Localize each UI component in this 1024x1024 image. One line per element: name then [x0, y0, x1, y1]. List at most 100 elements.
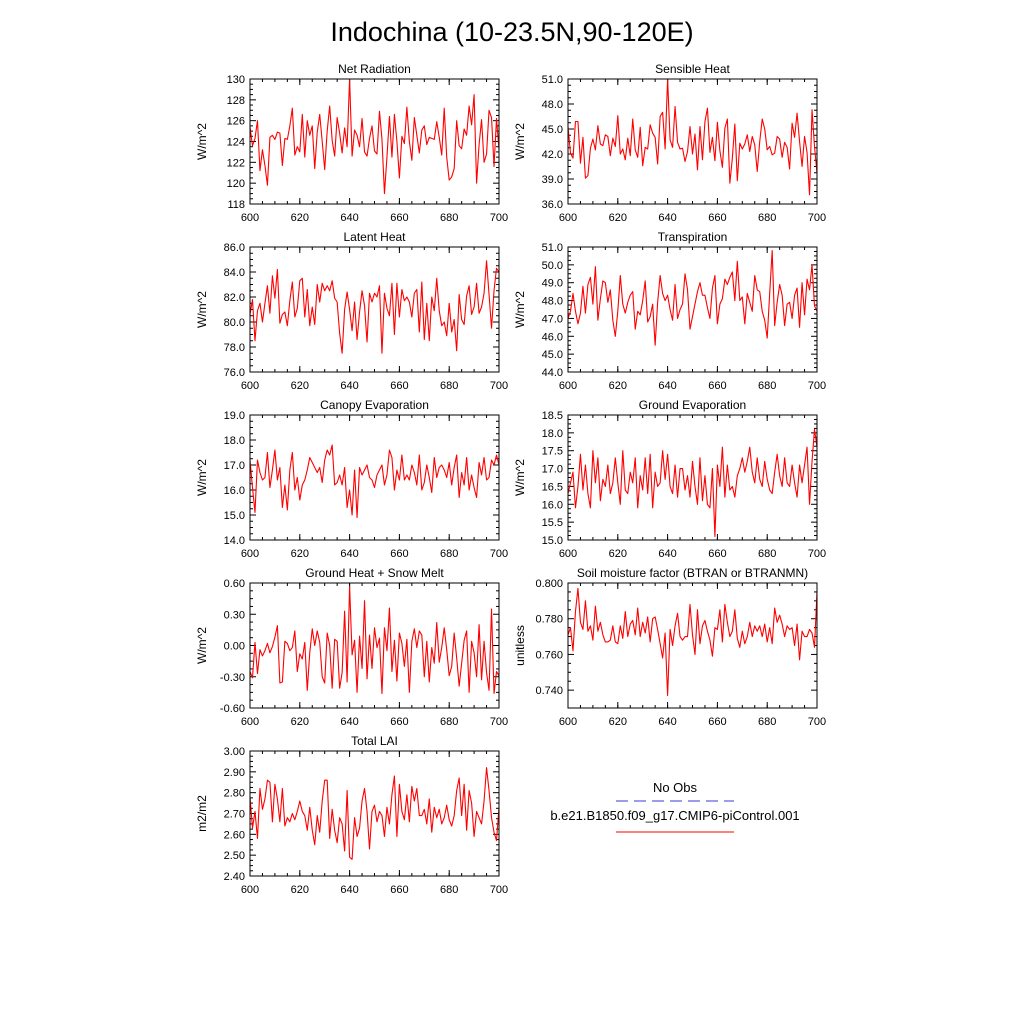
x-tick-label: 700: [490, 548, 508, 560]
panel-title: Net Radiation: [338, 62, 411, 76]
y-axis-label: unitless: [513, 625, 527, 666]
x-tick-label: 660: [708, 548, 726, 560]
panel-title: Canopy Evaporation: [320, 398, 429, 412]
x-tick-label: 620: [291, 716, 309, 728]
y-tick-label: 18.0: [542, 428, 563, 440]
y-axis-label: W/m^2: [195, 627, 209, 664]
x-tick-label: 700: [490, 884, 508, 896]
plot-frame: [567, 414, 818, 541]
x-tick-label: 680: [440, 716, 458, 728]
plot-frame: [567, 582, 818, 709]
x-tick-label: 620: [609, 212, 627, 224]
x-tick-label: 680: [440, 548, 458, 560]
legend-model-label: b.e21.B1850.f09_g17.CMIP6-piControl.001: [550, 808, 799, 823]
legend-obs-label: No Obs: [653, 780, 698, 795]
y-tick-label: 0.00: [224, 641, 245, 653]
x-tick-label: 700: [808, 548, 826, 560]
x-tick-label: 600: [559, 212, 577, 224]
y-tick-label: 78.0: [224, 342, 245, 354]
x-tick-label: 680: [440, 884, 458, 896]
panel-4: Canopy Evaporation W/m^2 600 620 640 660 680 70…: [195, 398, 508, 560]
y-tick-label: 44.0: [542, 367, 563, 379]
y-tick-label: 0.780: [535, 614, 563, 626]
y-axis-label: W/m^2: [513, 459, 527, 496]
series-line: [249, 767, 500, 860]
panel-title: Sensible Heat: [655, 62, 730, 76]
panel-title: Total LAI: [351, 734, 398, 748]
panel-7: Soil moisture factor (BTRAN or BTRANMN) u…: [513, 566, 826, 728]
panels: Net Radiation W/m^2 600 620 640 660 680 700 118 1…: [195, 62, 826, 896]
y-tick-label: 15.5: [542, 517, 563, 529]
y-tick-label: 51.0: [542, 242, 563, 254]
x-tick-label: 700: [490, 716, 508, 728]
y-tick-label: 0.760: [535, 649, 563, 661]
y-tick-label: -0.60: [220, 703, 245, 715]
series-line: [567, 428, 818, 537]
y-tick-label: 42.0: [542, 149, 563, 161]
y-tick-label: 0.30: [224, 609, 245, 621]
y-tick-label: 49.0: [542, 278, 563, 290]
y-tick-label: 128: [227, 95, 245, 107]
y-tick-label: 124: [227, 137, 245, 149]
y-tick-label: 16.0: [542, 499, 563, 511]
x-tick-label: 620: [609, 380, 627, 392]
x-tick-label: 680: [758, 380, 776, 392]
x-tick-label: 600: [559, 548, 577, 560]
x-tick-label: 640: [658, 548, 676, 560]
y-tick-label: 80.0: [224, 317, 245, 329]
y-tick-label: 15.0: [224, 510, 245, 522]
legend: No Obs b.e21.B1850.f09_g17.CMIP6-piContr…: [550, 780, 800, 833]
y-tick-label: 14.0: [224, 535, 245, 547]
plot-frame: [249, 246, 500, 373]
x-tick-label: 620: [609, 716, 627, 728]
panel-title: Latent Heat: [343, 230, 406, 244]
y-tick-label: 126: [227, 116, 245, 128]
plot-frame: [249, 750, 500, 877]
y-tick-label: 120: [227, 178, 245, 190]
plot-frame: [249, 582, 500, 709]
panel-1: Sensible Heat W/m^2 600 620 640 660 680 700 36.0…: [513, 62, 826, 224]
y-axis-label: W/m^2: [195, 291, 209, 328]
x-tick-label: 700: [490, 212, 508, 224]
x-tick-label: 660: [708, 212, 726, 224]
x-tick-label: 660: [390, 380, 408, 392]
y-tick-label: 16.0: [224, 485, 245, 497]
panel-title: Soil moisture factor (BTRAN or BTRANMN): [577, 566, 808, 580]
y-tick-label: 122: [227, 157, 245, 169]
series-line: [249, 444, 500, 519]
x-tick-label: 640: [658, 212, 676, 224]
x-tick-label: 680: [758, 716, 776, 728]
panel-title: Ground Heat + Snow Melt: [305, 566, 444, 580]
x-tick-label: 700: [808, 380, 826, 392]
y-axis-label: W/m^2: [513, 123, 527, 160]
y-tick-label: 48.0: [542, 296, 563, 308]
y-tick-label: 17.0: [224, 460, 245, 472]
x-tick-label: 660: [708, 716, 726, 728]
y-axis-label: m2/m2: [195, 795, 209, 832]
series-line: [249, 585, 500, 694]
x-tick-label: 600: [241, 380, 259, 392]
y-tick-label: 76.0: [224, 367, 245, 379]
y-tick-label: 36.0: [542, 199, 563, 211]
x-tick-label: 700: [490, 380, 508, 392]
y-tick-label: 48.0: [542, 99, 563, 111]
panel-3: Transpiration W/m^2 600 620 640 660 680 700 44.0…: [513, 230, 826, 392]
plot-frame: [249, 414, 500, 541]
x-tick-label: 620: [291, 212, 309, 224]
x-tick-label: 600: [241, 548, 259, 560]
x-tick-label: 660: [390, 548, 408, 560]
x-tick-label: 660: [390, 212, 408, 224]
y-tick-label: 2.60: [224, 829, 245, 841]
y-tick-label: 50.0: [542, 260, 563, 272]
y-tick-label: 118: [227, 199, 245, 211]
y-axis-label: W/m^2: [513, 291, 527, 328]
plot-frame: [249, 78, 500, 205]
y-tick-label: 2.40: [224, 871, 245, 883]
figure-title: Indochina (10-23.5N,90-120E): [330, 17, 693, 47]
series-line: [567, 587, 818, 697]
panel-0: Net Radiation W/m^2 600 620 640 660 680 700 118 1…: [195, 62, 508, 224]
panel-6: Ground Heat + Snow Melt W/m^2 600 620 640 660…: [195, 566, 508, 728]
panel-5: Ground Evaporation W/m^2 600 620 640 660 680 70…: [513, 398, 826, 560]
y-tick-label: 47.0: [542, 313, 563, 325]
y-tick-label: 18.5: [542, 410, 563, 422]
